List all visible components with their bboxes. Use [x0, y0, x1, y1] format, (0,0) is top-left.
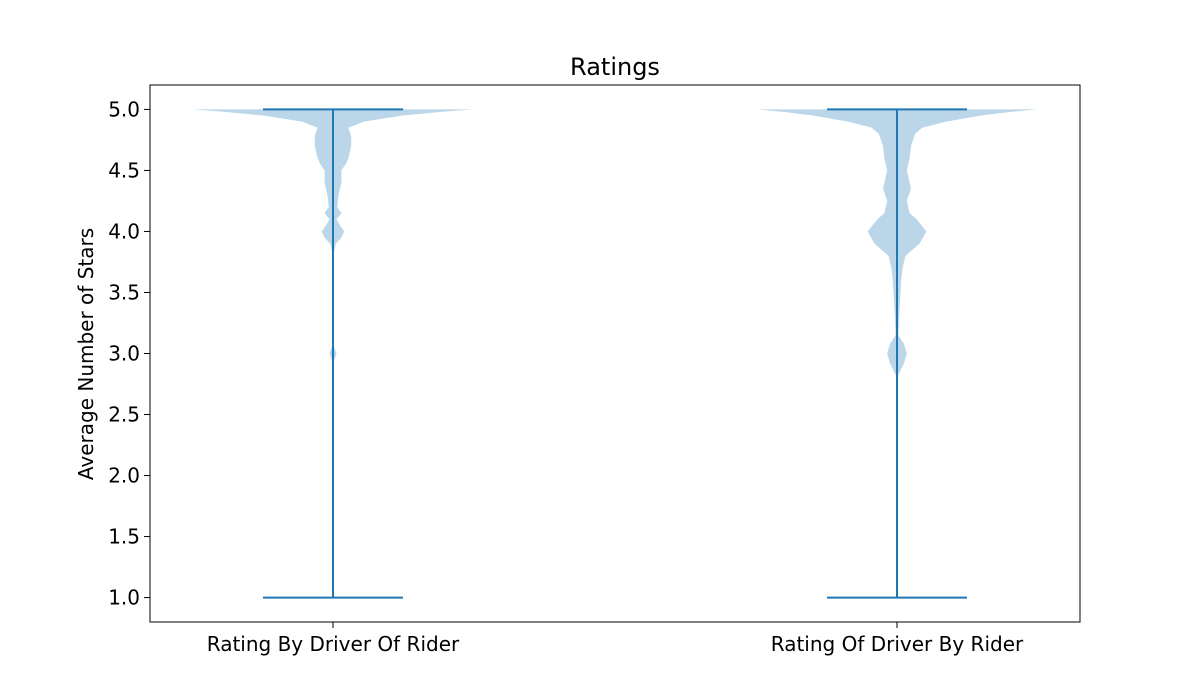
- y-tick-label: 2.5: [108, 403, 140, 427]
- y-axis-title: Average Number of Stars: [74, 228, 98, 480]
- plot-frame: [149, 84, 1081, 623]
- x-category-label: Rating Of Driver By Rider: [771, 632, 1024, 656]
- y-tick-label: 4.5: [108, 158, 140, 182]
- y-tick-label: 1.5: [108, 525, 140, 549]
- y-tick-label: 3.5: [108, 280, 140, 304]
- y-tick-label: 3.0: [108, 342, 140, 366]
- y-tick-label: 5.0: [108, 97, 140, 121]
- y-tick-label: 4.0: [108, 219, 140, 243]
- y-tick-label: 2.0: [108, 464, 140, 488]
- chart-title: Ratings: [570, 53, 660, 81]
- x-category-label: Rating By Driver Of Rider: [207, 632, 460, 656]
- plot-area: 1.0 1.5 2.0 2.5 3.0 3.5 4.0 4.5 5.0 Rating By Dri…: [108, 84, 1081, 656]
- y-tick-label: 1.0: [108, 586, 140, 610]
